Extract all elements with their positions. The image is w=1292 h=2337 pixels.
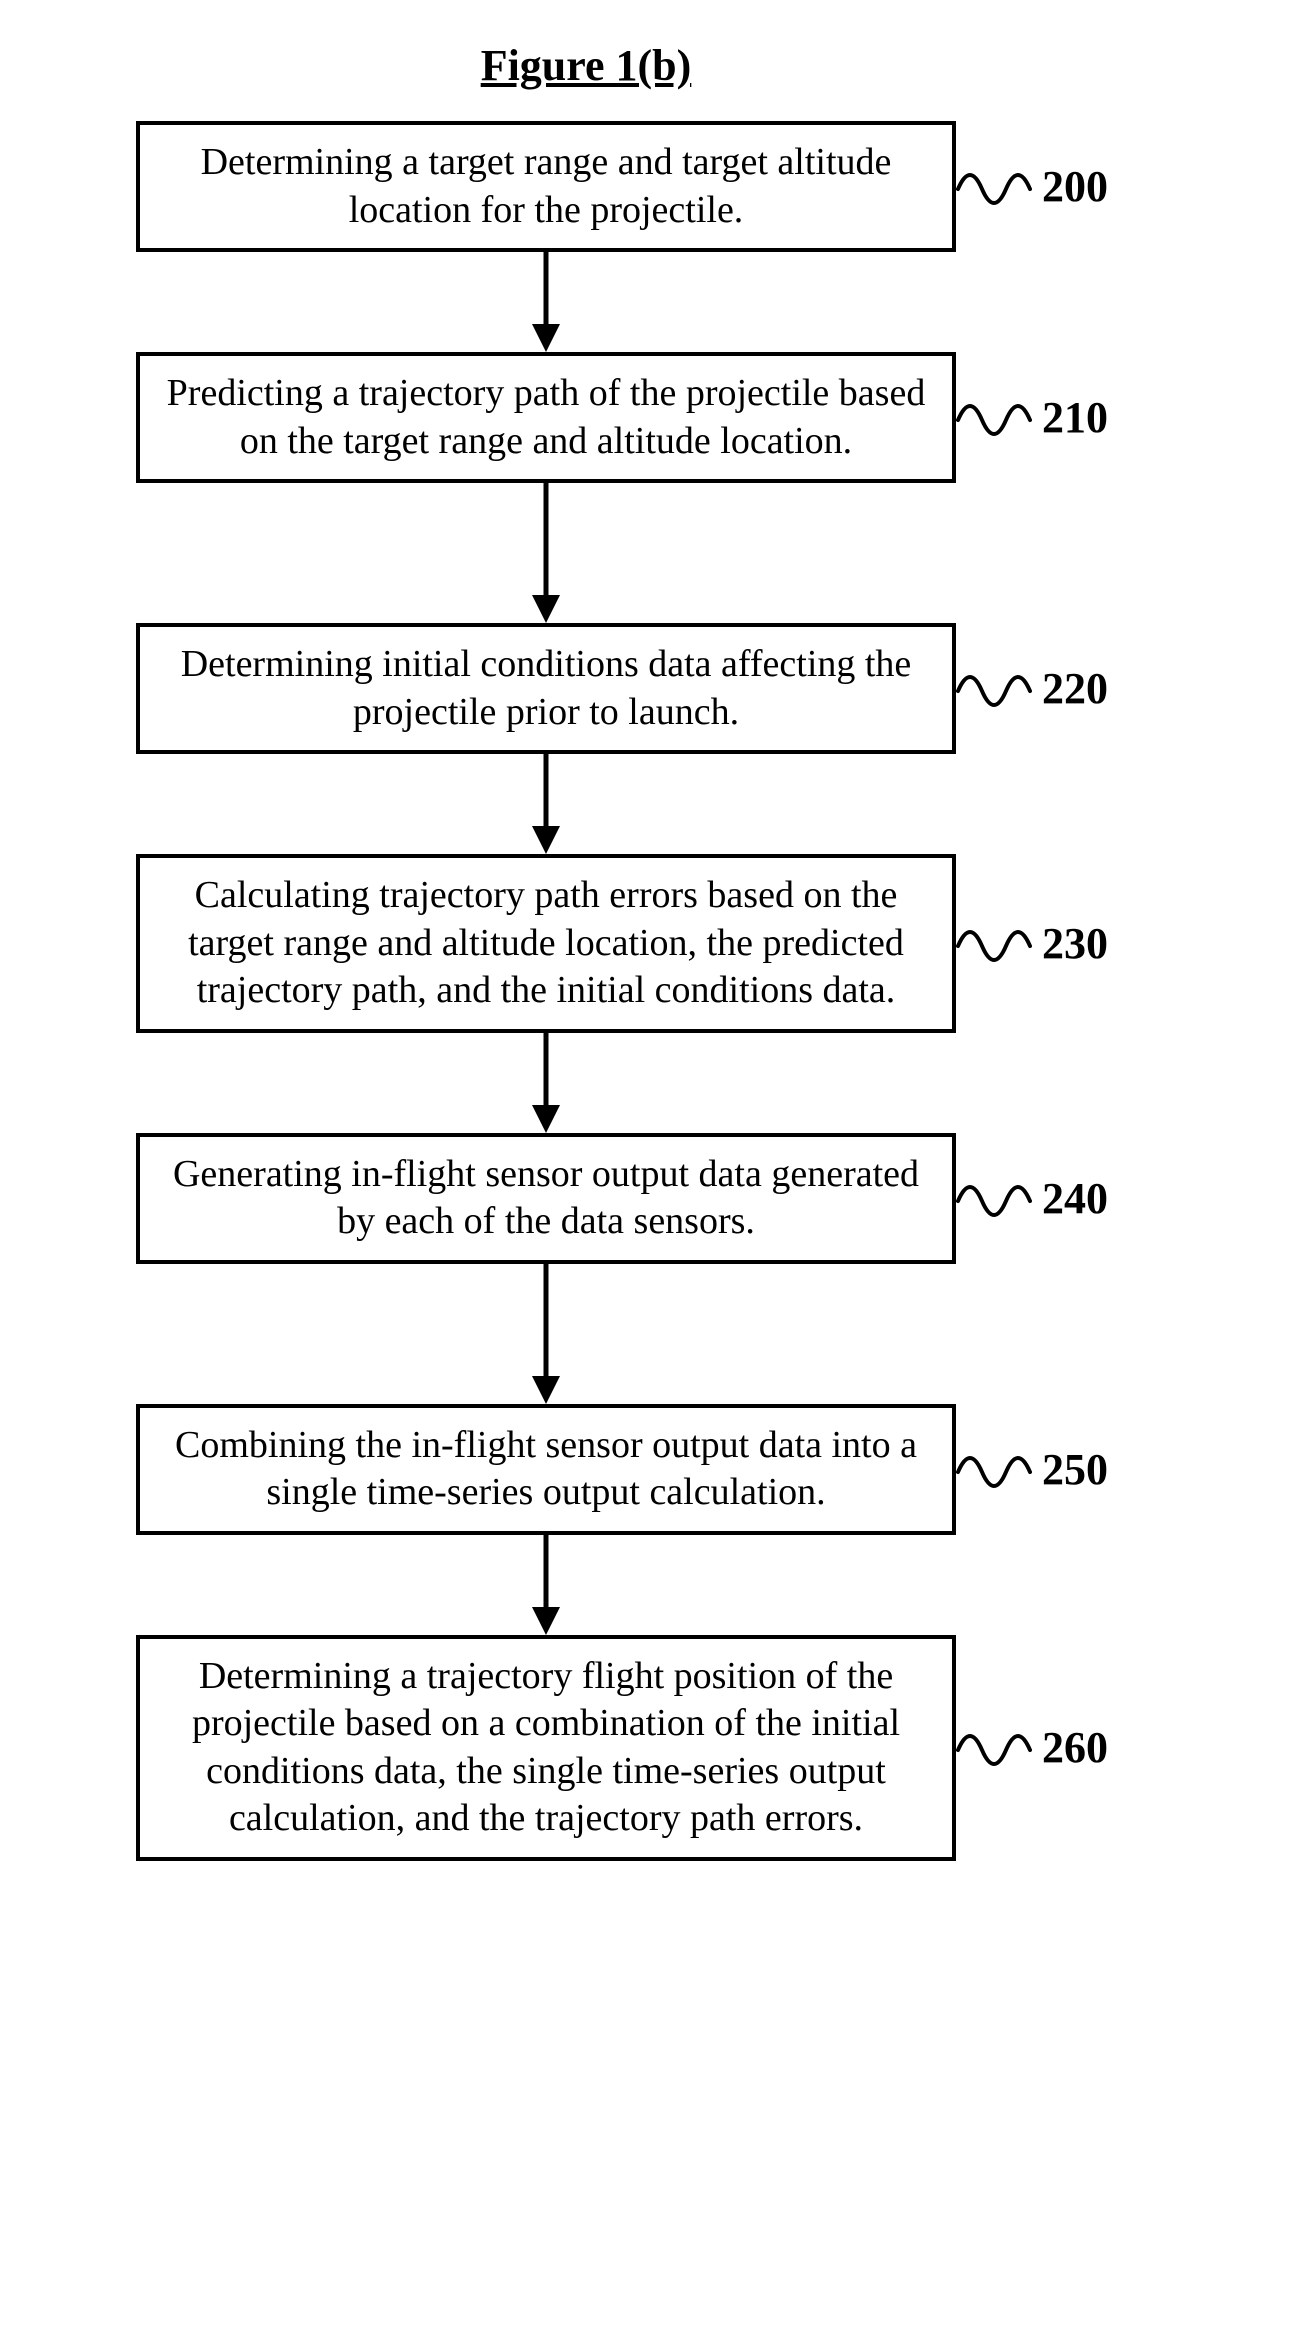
figure-title: Figure 1(b) [0, 40, 1292, 91]
flow-arrow [0, 1264, 1292, 1404]
flow-node: Calculating trajectory path errors based… [136, 854, 956, 1033]
flow-node: Generating in-flight sensor output data … [136, 1133, 956, 1264]
flow-row: Calculating trajectory path errors based… [0, 854, 1292, 1033]
squiggle-icon [956, 1442, 1036, 1497]
reference-number: 220 [1042, 663, 1108, 714]
flow-row: Determining initial conditions data affe… [0, 623, 1292, 754]
flow-node: Determining initial conditions data affe… [136, 623, 956, 754]
flow-row: Determining a target range and target al… [0, 121, 1292, 252]
squiggle-icon [956, 916, 1036, 971]
flow-node: Predicting a trajectory path of the proj… [136, 352, 956, 483]
flowchart-container: Determining a target range and target al… [0, 121, 1292, 1861]
squiggle-icon [956, 1171, 1036, 1226]
squiggle-icon [956, 661, 1036, 716]
reference-label: 200 [956, 159, 1156, 214]
flow-arrow [0, 754, 1292, 854]
reference-label: 260 [956, 1720, 1156, 1775]
flow-row: Combining the in-flight sensor output da… [0, 1404, 1292, 1535]
reference-number: 210 [1042, 392, 1108, 443]
flow-node: Combining the in-flight sensor output da… [136, 1404, 956, 1535]
reference-label: 250 [956, 1442, 1156, 1497]
flow-arrow [0, 252, 1292, 352]
flow-row: Predicting a trajectory path of the proj… [0, 352, 1292, 483]
flow-row: Determining a trajectory flight position… [0, 1635, 1292, 1861]
flow-arrow [0, 1535, 1292, 1635]
reference-label: 230 [956, 916, 1156, 971]
reference-number: 240 [1042, 1173, 1108, 1224]
reference-number: 250 [1042, 1444, 1108, 1495]
reference-label: 210 [956, 390, 1156, 445]
squiggle-icon [956, 1720, 1036, 1775]
squiggle-icon [956, 159, 1036, 214]
flow-arrow [0, 1033, 1292, 1133]
reference-label: 220 [956, 661, 1156, 716]
reference-number: 230 [1042, 918, 1108, 969]
reference-label: 240 [956, 1171, 1156, 1226]
flow-row: Generating in-flight sensor output data … [0, 1133, 1292, 1264]
flow-arrow [0, 483, 1292, 623]
squiggle-icon [956, 390, 1036, 445]
reference-number: 200 [1042, 161, 1108, 212]
reference-number: 260 [1042, 1722, 1108, 1773]
flow-node: Determining a target range and target al… [136, 121, 956, 252]
flow-node: Determining a trajectory flight position… [136, 1635, 956, 1861]
